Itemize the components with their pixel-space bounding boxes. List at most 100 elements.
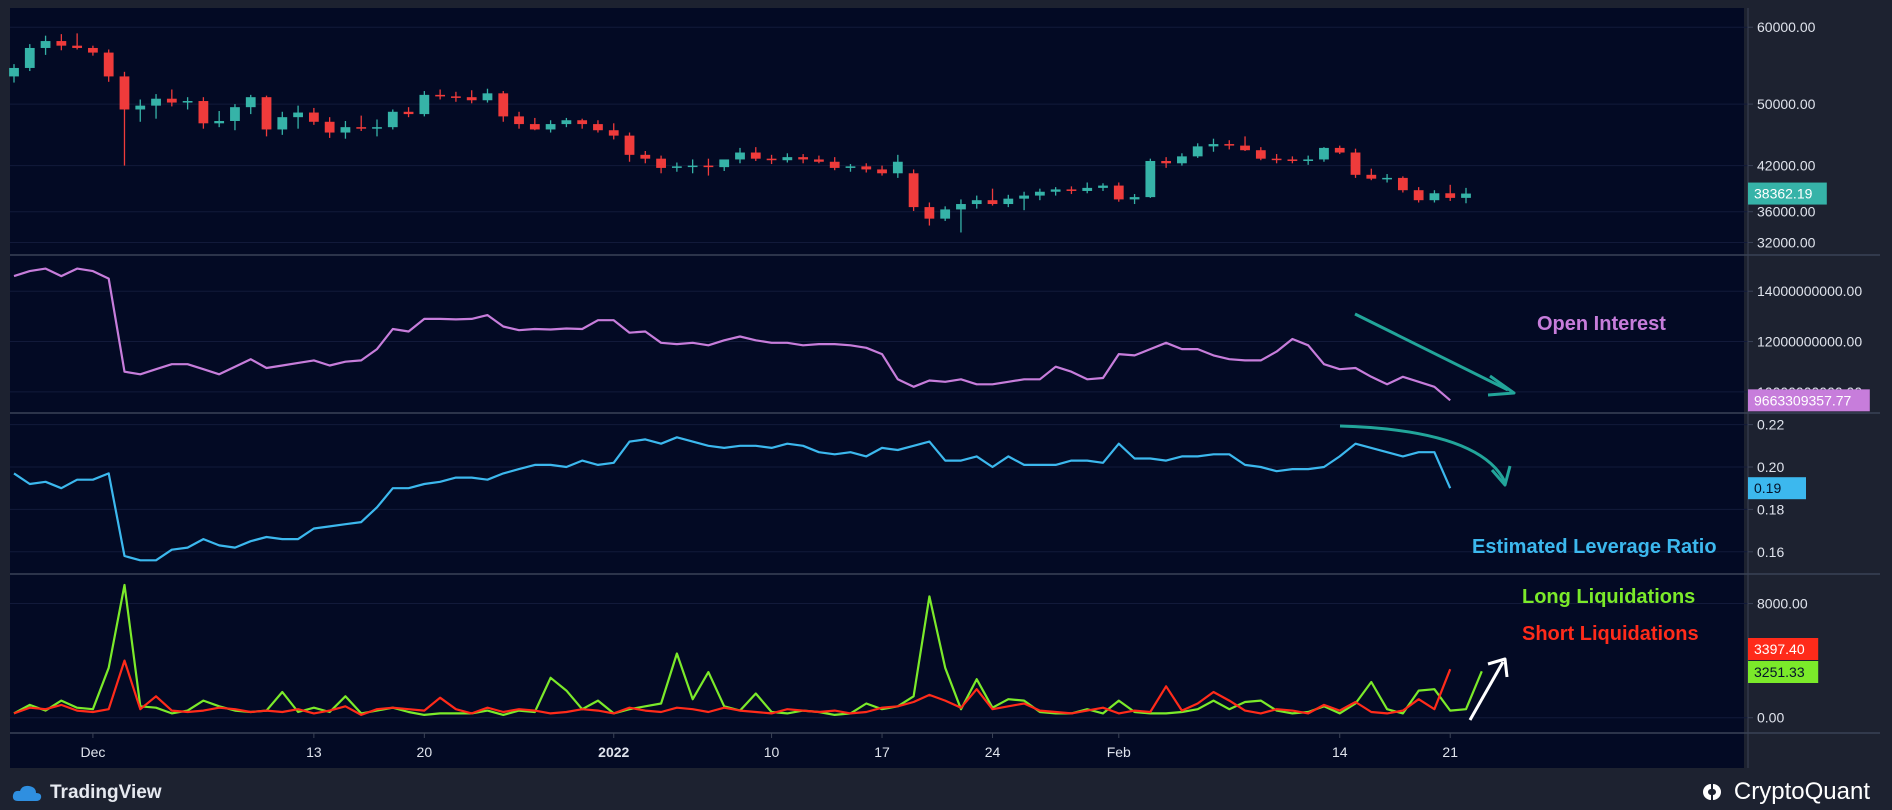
x-tick-label-9: 21 [1442,744,1458,760]
leverage-pane: 0.22 0.20 0.18 0.16 0.19 [13,417,1806,562]
candle-body-88 [1397,177,1408,191]
price-tick-label-2: 42000.00 [1757,158,1816,174]
candle-body-40 [640,154,651,159]
tradingview-text: TradingView [50,782,162,803]
candle-body-29 [466,97,477,101]
candle-body-54 [861,166,872,170]
candle-body-14 [230,107,240,122]
candle-body-89 [1413,190,1424,201]
candle-body-13 [214,121,225,124]
tradingview-logo[interactable]: TradingView [12,780,162,806]
candle-body-36 [577,120,588,125]
candle-body-2 [40,41,51,48]
candle-body-63 [1003,198,1014,205]
oi-last-value-label-bg [1748,389,1870,412]
candle-body-80 [1271,158,1282,161]
candle-body-90 [1429,193,1440,201]
price-tick-label-0: 60000.00 [1757,19,1816,35]
candle-body-52 [829,161,840,168]
candle-body-55 [877,169,887,174]
candle-body-86 [1366,174,1377,179]
leverage-last-value-label: 0.19 [1754,480,1781,496]
candle-body-9 [151,98,161,106]
candle-body-15 [245,97,256,108]
open-interest-label: Open Interest [1537,313,1666,335]
long-liq-last-value-label-bg [1748,661,1819,683]
candle-body-84 [1334,147,1345,153]
x-tick-label-8: 14 [1332,744,1348,760]
candle-body-11 [182,101,193,103]
candle-body-27 [435,94,446,97]
grid-layer [10,26,1748,719]
candle-body-67 [1066,189,1077,191]
candle-body-3 [56,41,67,46]
candle-body-70 [1113,185,1124,200]
candle-body-38 [608,130,619,136]
pane-separators [10,8,1880,768]
candle-body-8 [135,105,146,110]
x-tick-label-4: 10 [764,744,780,760]
candle-body-33 [529,124,540,130]
candle-body-18 [293,112,303,118]
liq-tick-label-1: 0.00 [1757,710,1784,726]
candle-body-30 [482,93,493,101]
cryptoquant-mark-icon [1702,784,1721,800]
x-axis: Dec 13 20 2022 10 17 24 Feb 14 21 [80,733,1458,760]
oi-tick-label-1: 12000000000.00 [1757,334,1862,350]
x-tick-label-6: 24 [985,744,1001,760]
candle-body-1 [24,47,35,68]
leverage-arrow [1339,424,1512,487]
chart-svg: 60000.00 50000.00 42000.00 36000.00 32000.00… [9,8,1880,768]
candle-body-76 [1208,144,1219,147]
leverage-tick-label-2: 0.18 [1757,501,1784,517]
candle-body-72 [1145,160,1156,198]
candle-body-32 [514,116,524,125]
candle-body-60 [956,204,966,210]
candle-body-58 [924,207,935,219]
cryptoquant-text: CryptoQuant [1733,778,1870,805]
candle-body-43 [687,165,698,168]
price-tick-label-1: 50000.00 [1757,96,1816,112]
candle-body-64 [1019,195,1029,199]
candle-body-45 [719,159,730,168]
candle-body-49 [782,157,793,161]
candle-body-51 [814,159,824,162]
candle-body-81 [1287,159,1298,161]
candle-body-46 [735,152,745,160]
long-liquidations-label: Long Liquidations [1522,586,1695,608]
leverage-tick-label-3: 0.16 [1757,544,1784,560]
candle-body-21 [340,127,351,133]
candle-body-23 [372,127,382,129]
oi-last-value-label: 9663309357.77 [1754,392,1852,408]
candle-body-87 [1382,177,1392,180]
candle-body-19 [308,112,319,122]
candle-body-71 [1129,197,1140,200]
short-liquidations-label: Short Liquidations [1522,623,1699,645]
candle-body-77 [1224,144,1235,146]
x-tick-label-2: 20 [417,744,433,760]
candle-body-17 [277,117,288,130]
candle-body-37 [593,124,603,131]
candle-body-41 [656,158,666,168]
long-liq-last-value-label: 3251.33 [1754,664,1805,680]
candle-body-39 [624,135,635,155]
candle-body-82 [1303,159,1314,161]
candle-body-20 [324,121,335,133]
candle-body-78 [1240,145,1250,151]
open-interest-arrow [1354,312,1516,397]
candle-body-68 [1082,187,1093,191]
candle-body-69 [1098,185,1108,188]
candle-body-75 [1192,146,1203,157]
candle-body-34 [545,124,556,130]
candle-body-47 [750,152,761,159]
price-tick-label-3: 36000.00 [1757,204,1816,220]
x-tick-label-5: 17 [874,744,890,760]
candle-body-62 [987,200,998,205]
cryptoquant-logo[interactable]: CryptoQuant [1698,778,1870,806]
liquidations-arrow [1468,657,1509,721]
oi-tick-label-0: 14000000000.00 [1757,283,1862,299]
leverage-tick-label-0: 0.22 [1757,417,1784,433]
candle-body-4 [72,45,83,48]
x-tick-label-7: Feb [1107,744,1131,760]
